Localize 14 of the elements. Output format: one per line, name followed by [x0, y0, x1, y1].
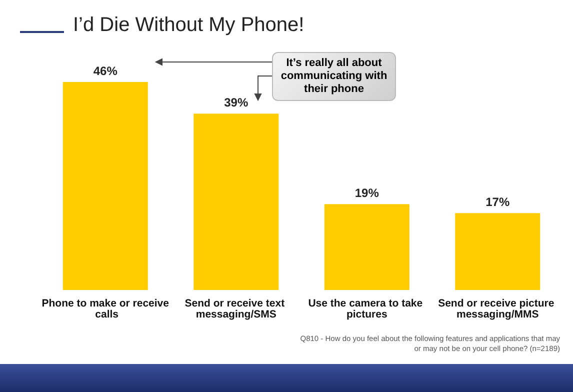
x-tick-label: Phone to make or receive calls [42, 298, 170, 320]
data-label: 39% [224, 96, 248, 110]
x-tick-label: Use the camera to take pictures [308, 298, 426, 320]
data-label: 46% [93, 64, 118, 78]
x-tick-label: Send or receive text messaging/SMS [184, 298, 288, 320]
chart-title: I’d Die Without My Phone! [73, 14, 304, 36]
bar [194, 114, 279, 290]
bar [324, 204, 410, 290]
data-label: 17% [486, 195, 510, 210]
annotation: It’s really all about communicating with their phone [272, 52, 396, 101]
bar [455, 213, 540, 290]
bar [62, 82, 148, 290]
x-tick-label: Send or receive picture messaging/MMS [438, 298, 558, 320]
data-label: 19% [354, 186, 380, 200]
